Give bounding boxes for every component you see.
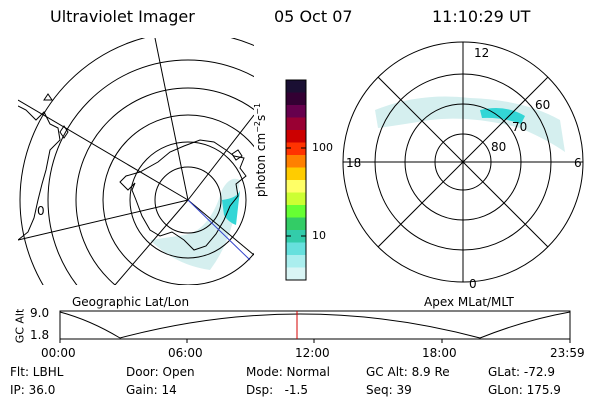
polar-aurora-faint bbox=[375, 96, 565, 152]
altitude-ylabel: GC Alt bbox=[13, 308, 27, 344]
colorbar-tick-10: 10 bbox=[312, 229, 326, 242]
geo-coastline-antarctica bbox=[119, 139, 247, 251]
mlt-label-bottom: 0 bbox=[469, 277, 477, 291]
info-gc-alt: GC Alt: 8.9 Re bbox=[366, 365, 450, 379]
colorbar-tick-100: 100 bbox=[312, 141, 333, 154]
info-gain: Gain: 14 bbox=[126, 383, 177, 397]
date-label: 05 Oct 07 bbox=[274, 7, 353, 26]
colorbar-segment bbox=[286, 167, 306, 181]
polar-map-label: Apex MLat/MLT bbox=[424, 295, 514, 309]
colorbar-segment bbox=[286, 180, 306, 193]
colorbar-segment bbox=[286, 255, 306, 268]
geo-map-label: Geographic Lat/Lon bbox=[72, 295, 190, 309]
geo-coastline-islands bbox=[43, 93, 243, 161]
info-seq: Seq: 39 bbox=[366, 383, 412, 397]
info-dsp: Dsp: -1.5 bbox=[246, 383, 309, 397]
mlat-label-60: 60 bbox=[535, 98, 551, 112]
geo-map bbox=[18, 38, 254, 285]
polar-map bbox=[342, 41, 584, 283]
colorbar-segment bbox=[286, 217, 306, 231]
colorbar-segment bbox=[286, 230, 306, 243]
colorbar-unit-label: photon cm−2s−1 bbox=[253, 102, 268, 198]
colorbar-segment bbox=[286, 80, 306, 93]
geo-coastline-south-america bbox=[18, 105, 61, 241]
colorbar-segment bbox=[286, 142, 306, 156]
app-title: Ultraviolet Imager bbox=[50, 7, 195, 26]
geo-aurora-faint bbox=[150, 178, 240, 270]
altitude-xtick-1: 06:00 bbox=[168, 346, 203, 360]
mlt-label-left: 18 bbox=[346, 156, 362, 170]
colorbar-frame bbox=[285, 79, 307, 281]
geo-lat-circles bbox=[19, 38, 254, 285]
info-filter: Flt: LBHL bbox=[10, 365, 64, 379]
altitude-xtick-2: 12:00 bbox=[295, 346, 330, 360]
info-glat: GLat: -72.9 bbox=[488, 365, 555, 379]
colorbar-segment bbox=[286, 117, 306, 131]
mlt-label-top: 12 bbox=[474, 46, 490, 60]
altitude-xtick-0: 00:00 bbox=[41, 346, 76, 360]
info-door: Door: Open bbox=[126, 365, 195, 379]
colorbar-segment bbox=[286, 92, 306, 106]
colorbar-segment bbox=[286, 155, 306, 168]
colorbar-segment bbox=[286, 205, 306, 218]
mlt-label-right: 6 bbox=[574, 156, 582, 170]
altitude-xtick-3: 18:00 bbox=[422, 346, 457, 360]
colorbar-segment bbox=[286, 242, 306, 256]
altitude-ytick-high: 9.0 bbox=[30, 306, 50, 320]
time-label: 11:10:29 UT bbox=[432, 7, 531, 26]
info-mode: Mode: Normal bbox=[246, 365, 330, 379]
colorbar-segment bbox=[286, 192, 306, 206]
mlat-label-80: 80 bbox=[491, 140, 507, 154]
polar-aurora-bright bbox=[480, 108, 525, 124]
colorbar-segment bbox=[286, 105, 306, 118]
geo-side-label: 0 bbox=[37, 204, 45, 218]
altitude-curve bbox=[59, 311, 571, 339]
info-ip: IP: 36.0 bbox=[10, 383, 56, 397]
altitude-ytick-low: 1.8 bbox=[30, 328, 50, 342]
mlat-label-70: 70 bbox=[512, 120, 528, 134]
colorbar-ticks bbox=[286, 147, 306, 237]
colorbar bbox=[286, 80, 306, 281]
altitude-xtick-4: 23:59 bbox=[550, 346, 585, 360]
info-glon: GLon: 175.9 bbox=[488, 383, 561, 397]
altitude-plot bbox=[59, 310, 571, 343]
boresight-line bbox=[187, 199, 251, 261]
colorbar-segment bbox=[286, 130, 306, 143]
colorbar-segment bbox=[286, 267, 306, 281]
